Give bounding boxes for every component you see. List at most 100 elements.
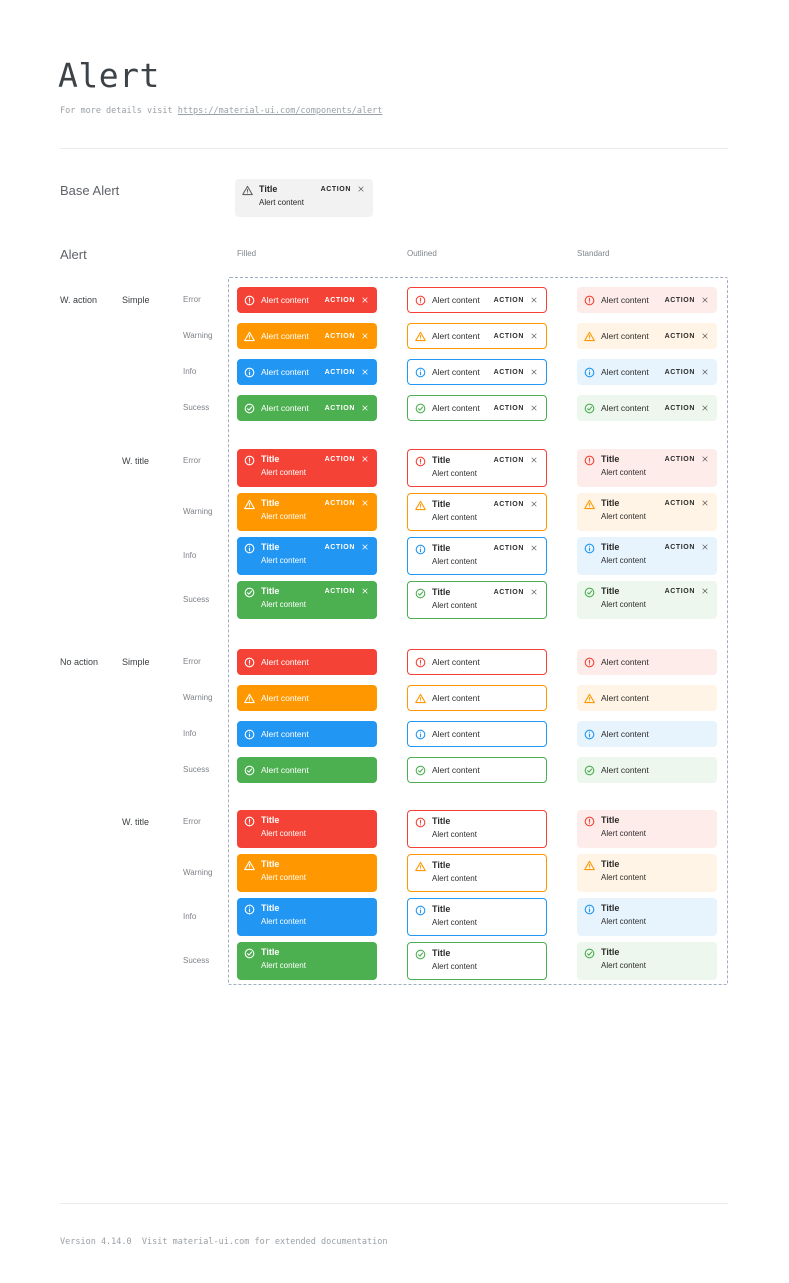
action-button[interactable]: ACTION [324, 332, 355, 340]
action-button[interactable]: ACTION [664, 499, 695, 507]
alert-filled-title-warning: Title Alert content ACTION [237, 493, 377, 531]
close-icon[interactable] [361, 499, 369, 507]
action-button[interactable]: ACTION [493, 296, 524, 304]
alert-body: Alert content [601, 765, 649, 775]
action-button[interactable]: ACTION [324, 455, 355, 463]
alert-actions: ACTION [494, 368, 538, 376]
action-button[interactable]: ACTION [324, 296, 355, 304]
action-button[interactable]: ACTION [664, 368, 695, 376]
action-button[interactable]: ACTION [493, 456, 524, 464]
alert-content: Alert content [432, 295, 480, 305]
close-icon[interactable] [361, 455, 369, 463]
alert-actions: ACTION [494, 456, 538, 464]
alert-body: Alert content [432, 403, 480, 413]
row-label-error: Error [183, 456, 201, 465]
close-icon[interactable] [361, 543, 369, 551]
alert-body: Title Alert content [432, 499, 477, 523]
row-label-error: Error [183, 657, 201, 666]
close-icon[interactable] [701, 455, 709, 463]
alert-actions: ACTION [665, 296, 709, 304]
action-button[interactable]: ACTION [664, 543, 695, 551]
close-icon[interactable] [530, 332, 538, 340]
docs-link[interactable]: https://material-ui.com/components/alert [177, 106, 383, 116]
action-button[interactable]: ACTION [324, 404, 355, 412]
alert-title: Title [432, 860, 451, 870]
close-icon[interactable] [530, 588, 538, 596]
close-icon[interactable] [701, 296, 709, 304]
action-button[interactable]: ACTION [493, 588, 524, 596]
base-alert: Title Alert content ACTION [235, 179, 373, 217]
error-icon [415, 456, 426, 467]
alert-standard-title-success: Title Alert content [577, 942, 717, 980]
close-icon[interactable] [357, 185, 365, 193]
close-icon[interactable] [530, 456, 538, 464]
base-alert-section-label: Base Alert [60, 183, 120, 198]
alert-content: Alert content [601, 765, 649, 775]
success-icon [584, 948, 595, 959]
action-button[interactable]: ACTION [493, 500, 524, 508]
base-alert-body: Title Alert content [259, 184, 304, 208]
action-button[interactable]: ACTION [664, 404, 695, 412]
close-icon[interactable] [361, 332, 369, 340]
close-icon[interactable] [530, 296, 538, 304]
action-button[interactable]: ACTION [493, 544, 524, 552]
alert-content: Alert content [432, 657, 480, 667]
action-button[interactable]: ACTION [493, 368, 524, 376]
alert-body: Alert content [261, 295, 309, 305]
alert-body: Title Alert content [432, 860, 477, 884]
alert-body: Alert content [261, 331, 309, 341]
close-icon[interactable] [530, 500, 538, 508]
close-icon[interactable] [361, 296, 369, 304]
alert-actions: ACTION [325, 543, 369, 551]
close-icon[interactable] [530, 544, 538, 552]
alert-content: Alert content [432, 765, 480, 775]
error-icon [584, 657, 595, 668]
close-icon[interactable] [701, 404, 709, 412]
alert-standard-simple-warning: Alert content ACTION [577, 323, 717, 349]
alert-actions: ACTION [494, 404, 538, 412]
alert-content: Alert content [432, 513, 477, 522]
column-header-standard: Standard [577, 249, 610, 258]
alert-actions: ACTION [665, 455, 709, 463]
action-button[interactable]: ACTION [324, 499, 355, 507]
close-icon[interactable] [361, 587, 369, 595]
alert-actions: ACTION [325, 332, 369, 340]
close-icon[interactable] [701, 368, 709, 376]
alert-body: Alert content [601, 657, 649, 667]
info-icon [244, 367, 255, 378]
alert-body: Alert content [261, 367, 309, 377]
close-icon[interactable] [361, 404, 369, 412]
action-button[interactable]: ACTION [324, 543, 355, 551]
alert-content: Alert content [601, 331, 649, 341]
alert-body: Alert content [601, 729, 649, 739]
close-icon[interactable] [701, 499, 709, 507]
close-icon[interactable] [361, 368, 369, 376]
error-icon [415, 817, 426, 828]
action-button[interactable]: ACTION [493, 332, 524, 340]
alert-standard-title-error: Title Alert content [577, 810, 717, 848]
row-label-success: Sucess [183, 595, 210, 604]
alert-content: Alert content [261, 468, 306, 477]
alert-actions: ACTION [325, 368, 369, 376]
action-button[interactable]: ACTION [493, 404, 524, 412]
alert-standard-title-info: Title Alert content ACTION [577, 537, 717, 575]
alert-title: Title [601, 542, 620, 552]
action-button[interactable]: ACTION [320, 185, 351, 193]
action-button[interactable]: ACTION [324, 587, 355, 595]
close-icon[interactable] [701, 332, 709, 340]
close-icon[interactable] [530, 368, 538, 376]
close-icon[interactable] [530, 404, 538, 412]
action-button[interactable]: ACTION [324, 368, 355, 376]
close-icon[interactable] [701, 587, 709, 595]
action-button[interactable]: ACTION [664, 587, 695, 595]
alert-body: Title Alert content [261, 815, 306, 839]
alert-body: Title Alert content [261, 586, 306, 610]
alert-section-label: Alert [60, 247, 87, 262]
alert-content: Alert content [261, 403, 309, 413]
alert-filled-title-error: Title Alert content [237, 810, 377, 848]
success-icon [415, 949, 426, 960]
action-button[interactable]: ACTION [664, 296, 695, 304]
close-icon[interactable] [701, 543, 709, 551]
action-button[interactable]: ACTION [664, 455, 695, 463]
action-button[interactable]: ACTION [664, 332, 695, 340]
